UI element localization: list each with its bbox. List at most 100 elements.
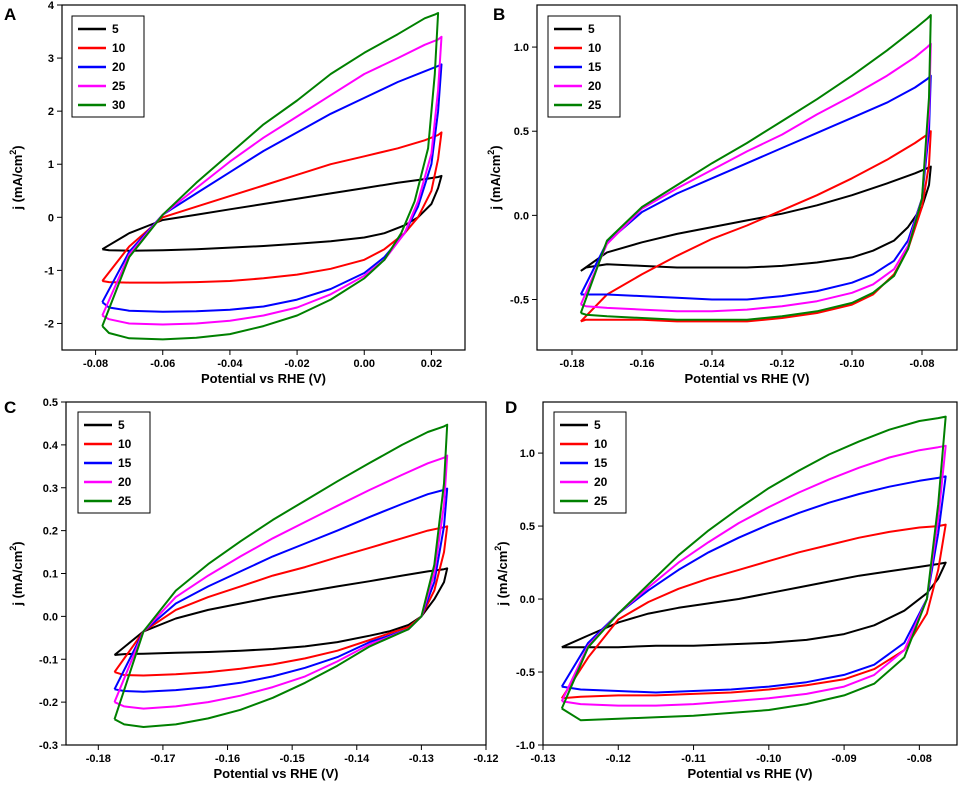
x-tick-label-d-0: -0.13 [530, 753, 555, 765]
legend-label-b-0: 5 [588, 22, 595, 36]
legend-label-b-1: 10 [588, 41, 602, 55]
x-tick-label-c-5: -0.13 [409, 753, 434, 765]
x-tick-label-c-0: -0.18 [86, 753, 111, 765]
x-tick-label-a-4: 0.00 [354, 358, 375, 370]
y-tick-label-c-6: 0.3 [43, 483, 58, 495]
x-tick-label-a-5: 0.02 [421, 358, 442, 370]
y-tick-label-d-1: -0.5 [516, 667, 535, 679]
series-a-3 [101, 35, 443, 326]
x-tick-label-b-4: -0.10 [839, 358, 864, 370]
y-tick-label-b-0: -0.5 [510, 295, 529, 307]
y-tick-label-b-1: 0.0 [514, 210, 529, 222]
legend-label-d-1: 10 [594, 437, 608, 451]
panel-letter-a: A [4, 5, 16, 24]
x-tick-label-c-6: -0.12 [473, 753, 498, 765]
x-tick-label-d-3: -0.10 [756, 753, 781, 765]
series-c-3 [113, 454, 449, 710]
y-axis-title-main-a: j (mA/cm [10, 155, 25, 211]
x-tick-label-c-4: -0.14 [344, 753, 370, 765]
series-a-2 [101, 63, 443, 313]
legend-label-d-2: 15 [594, 456, 608, 470]
panel-b: B -0.18 -0.16 -0.14 -0.12 -0.10 -0.08 -0.5 0.0 0.… [486, 4, 958, 386]
y-axis-title-a: j (mA/cm2) [8, 145, 25, 210]
plot-frame-d [542, 401, 958, 746]
legend-label-a-4: 30 [112, 98, 126, 112]
panel-b-series [579, 14, 932, 323]
y-axis-title-close-b: ) [488, 145, 503, 149]
x-tick-label-b-5: -0.08 [909, 358, 934, 370]
series-d-0 [561, 561, 947, 649]
x-tick-label-a-1: -0.06 [150, 358, 175, 370]
series-d-3 [560, 444, 947, 707]
x-tick-label-d-2: -0.11 [681, 753, 705, 765]
y-tick-label-a-6: 4 [48, 0, 55, 12]
x-tick-label-a-2: -0.04 [217, 358, 243, 370]
x-axis-title-d: Potential vs RHE (V) [688, 766, 813, 781]
x-tick-label-c-2: -0.16 [215, 753, 240, 765]
legend-label-d-4: 25 [594, 494, 608, 508]
y-axis-title-close-c: ) [10, 541, 25, 545]
x-tick-label-b-2: -0.14 [699, 358, 725, 370]
y-tick-label-b-3: 1.0 [514, 42, 529, 54]
y-axis-title-c: j (mA/cm2) [8, 541, 25, 606]
series-b-0 [580, 165, 932, 272]
panel-letter-c: C [4, 398, 16, 417]
x-axis-title-a: Potential vs RHE (V) [201, 371, 326, 386]
y-tick-label-a-1: -1 [44, 265, 54, 277]
x-tick-label-b-1: -0.16 [629, 358, 654, 370]
y-axis-title-b: j (mA/cm2) [486, 145, 503, 210]
series-b-4 [579, 14, 932, 321]
legend-label-c-3: 20 [118, 475, 132, 489]
y-axis-title-close-d: ) [495, 541, 510, 545]
legend-label-c-0: 5 [118, 418, 125, 432]
legend-label-c-2: 15 [118, 456, 132, 470]
legend-label-c-1: 10 [118, 437, 132, 451]
y-tick-label-c-5: 0.2 [43, 526, 58, 538]
plot-frame-b [536, 4, 958, 351]
y-tick-label-c-4: 0.1 [43, 569, 58, 581]
y-tick-label-b-2: 0.5 [514, 126, 529, 138]
x-tick-label-b-0: -0.18 [559, 358, 584, 370]
panel-letter-d: D [505, 398, 517, 417]
y-tick-label-d-3: 0.5 [520, 521, 535, 533]
legend-label-c-4: 25 [118, 494, 132, 508]
series-d-1 [560, 523, 947, 700]
series-c-1 [113, 525, 449, 677]
y-tick-label-d-0: -1.0 [516, 740, 535, 752]
panel-a: A -0.08 -0.06 -0.04 -0.02 0.00 0.02 -2 -1 0 1 2 3 4 Po… [4, 0, 466, 386]
y-tick-label-c-0: -0.3 [39, 740, 58, 752]
y-tick-label-c-7: 0.4 [43, 440, 59, 452]
series-a-1 [101, 131, 443, 284]
panel-d-series [560, 415, 947, 722]
series-c-2 [113, 487, 449, 693]
legend-label-d-0: 5 [594, 418, 601, 432]
y-tick-label-a-5: 3 [48, 53, 54, 65]
legend-label-a-3: 25 [112, 79, 126, 93]
x-tick-label-d-5: -0.08 [907, 753, 932, 765]
series-b-1 [580, 130, 932, 323]
y-axis-title-d: j (mA/cm2) [493, 541, 510, 606]
y-tick-label-c-1: -0.2 [39, 697, 58, 709]
panel-d: D -0.13 -0.12 -0.11 -0.10 -0.09 -0.08 -1.0 -0.5 0… [493, 398, 958, 781]
y-axis-title-sup-d: 2 [493, 546, 503, 551]
y-tick-label-c-8: 0.5 [43, 397, 58, 409]
x-tick-label-d-4: -0.09 [832, 753, 857, 765]
y-axis-title-sup-a: 2 [8, 150, 18, 155]
y-tick-label-a-0: -2 [44, 318, 54, 330]
legend-label-d-3: 20 [594, 475, 608, 489]
panel-c: C-0.18 -0.17 -0.16 -0.15 -0.14 -0.13 -0.12-0.3… [4, 397, 499, 781]
legend-label-b-3: 20 [588, 79, 602, 93]
x-tick-label-a-3: -0.02 [285, 358, 310, 370]
y-tick-label-a-2: 0 [48, 212, 54, 224]
y-axis-title-main-d: j (mA/cm [495, 551, 510, 607]
legend-label-a-2: 20 [112, 60, 126, 74]
series-c-0 [113, 567, 449, 656]
y-tick-label-c-2: -0.1 [39, 654, 58, 666]
y-tick-label-d-4: 1.0 [520, 448, 535, 460]
x-axis-title-b: Potential vs RHE (V) [685, 371, 810, 386]
x-tick-label-b-3: -0.12 [769, 358, 794, 370]
x-axis-title-c: Potential vs RHE (V) [214, 766, 339, 781]
y-axis-title-close-a: ) [10, 145, 25, 149]
legend-label-b-2: 15 [588, 60, 602, 74]
